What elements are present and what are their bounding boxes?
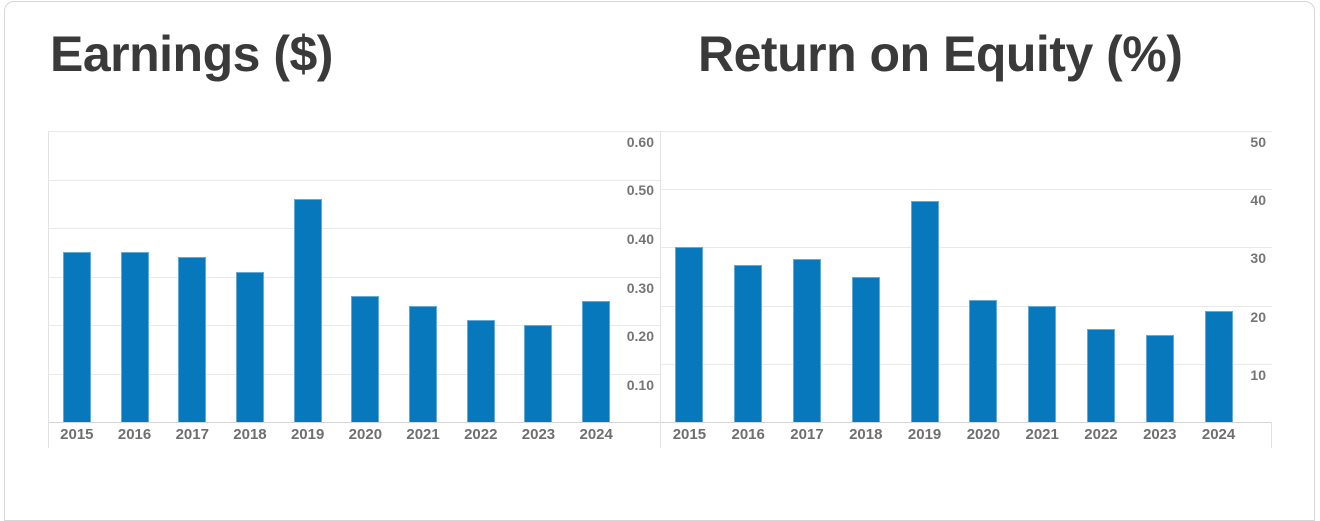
gridline: [48, 131, 660, 132]
year-slot: 2018: [836, 131, 895, 442]
year-slot: 2021: [394, 131, 452, 442]
y-axis-tick-label: 0.50: [626, 182, 654, 199]
bar-2016: [120, 252, 149, 422]
bar-2023: [524, 325, 553, 422]
bar-2021: [409, 305, 438, 422]
bar-2020: [351, 295, 380, 422]
y-axis-tick-label: 40: [1250, 192, 1266, 209]
bar-2018: [235, 271, 264, 422]
x-axis-tick-label: 2022: [1084, 426, 1118, 443]
year-slot: 2018: [221, 131, 279, 442]
bar-2015: [62, 252, 91, 422]
year-slot: 2015: [660, 131, 719, 442]
charts-divider-axis-line: [660, 131, 661, 448]
year-slot: 2022: [452, 131, 510, 442]
year-slot: 2017: [163, 131, 221, 442]
gridline: [48, 276, 660, 278]
y-axis-tick-label: 0.30: [626, 279, 654, 296]
year-slot: 2022: [1072, 131, 1131, 442]
year-slot: 2016: [719, 131, 778, 442]
y-axis-tick-label: 20: [1250, 308, 1266, 325]
x-axis-tick-label: 2017: [175, 426, 209, 443]
year-slot: 2024: [567, 131, 625, 442]
year-slot: 2019: [279, 131, 337, 442]
year-slot: 2020: [337, 131, 395, 442]
gridline: [660, 131, 1272, 132]
financials-card: [4, 1, 1315, 521]
roe-chart-title: Return on Equity (%): [698, 26, 1183, 82]
y-axis-tick-label: 10: [1250, 366, 1266, 383]
x-axis-tick-label: 2015: [672, 426, 707, 443]
x-axis-tick-label: 2017: [790, 426, 824, 443]
year-slot: 2015: [48, 131, 106, 442]
gridline: [48, 228, 660, 229]
x-axis-tick-label: 2015: [60, 426, 94, 443]
roe-chart-plot: 2015 2016 2017 2018 2019 2020 2021 2022 2023 2024…: [660, 131, 1272, 442]
bar-2016: [734, 264, 763, 422]
bar-2022: [466, 320, 495, 422]
year-slot: 2024: [1189, 131, 1248, 442]
y-axis-tick-label: 0.10: [626, 376, 654, 393]
gridline: [660, 363, 1272, 365]
bar-2019: [910, 200, 939, 422]
bar-2015: [675, 247, 704, 422]
bar-2021: [1028, 305, 1057, 422]
gridline: [660, 189, 1272, 191]
year-slot: 2016: [106, 131, 164, 442]
x-axis-tick-label: 2021: [406, 426, 440, 443]
year-slot: 2021: [1013, 131, 1072, 442]
y-axis-tick-label: 0.40: [626, 230, 654, 247]
year-slot: 2023: [510, 131, 568, 442]
y-axis-tick-label: 50: [1250, 134, 1266, 150]
year-slot: 2019: [895, 131, 954, 442]
y-axis-tick-label: 30: [1250, 250, 1266, 267]
x-axis-tick-label: 2024: [579, 426, 613, 443]
earnings-y-axis-line: [48, 131, 49, 448]
bar-2023: [1145, 334, 1174, 422]
year-slot: 2020: [954, 131, 1013, 442]
bar-2019: [293, 198, 322, 422]
bar-2017: [178, 257, 207, 422]
x-axis-tick-label: 2018: [849, 426, 883, 443]
x-axis-tick-label: 2019: [290, 426, 325, 443]
x-axis-tick-label: 2024: [1201, 426, 1236, 443]
x-axis-tick-label: 2020: [348, 426, 383, 443]
earnings-chart-plot: 2015 2016 2017 2018 2019 2020 2021 2022 2023 2024…: [48, 131, 660, 442]
x-axis-tick-label: 2019: [907, 426, 942, 443]
earnings-chart-title: Earnings ($): [50, 26, 333, 82]
x-axis-tick-label: 2016: [731, 426, 765, 443]
y-axis-tick-label: 0.20: [626, 327, 654, 344]
year-slot: 2017: [778, 131, 837, 442]
x-axis-tick-label: 2020: [966, 426, 1001, 443]
bar-2018: [851, 276, 880, 422]
x-axis-tick-label: 2023: [521, 426, 556, 443]
x-axis-tick-label: 2023: [1143, 426, 1177, 443]
x-axis-tick-label: 2021: [1025, 426, 1059, 443]
bar-2024: [582, 300, 611, 422]
bar-2017: [792, 259, 821, 422]
x-axis-tick-label: 2022: [464, 426, 498, 443]
x-axis-tick-label: 2018: [233, 426, 267, 443]
y-axis-tick-label: 0.60: [626, 134, 654, 150]
bar-2022: [1086, 328, 1115, 422]
gridline: [48, 179, 660, 181]
year-slot: 2023: [1130, 131, 1189, 442]
roe-axis-end-tick: [1271, 422, 1272, 448]
bar-series: 2015 2016 2017 2018 2019 2020 2021 2022 2023 2024: [48, 131, 625, 442]
bar-2024: [1204, 311, 1233, 422]
gridline: [660, 305, 1272, 307]
gridline: [660, 247, 1272, 249]
x-axis-tick-label: 2016: [117, 426, 152, 443]
bar-2020: [969, 299, 998, 422]
bar-series: 2015 2016 2017 2018 2019 2020 2021 2022 2023 2024: [660, 131, 1248, 442]
